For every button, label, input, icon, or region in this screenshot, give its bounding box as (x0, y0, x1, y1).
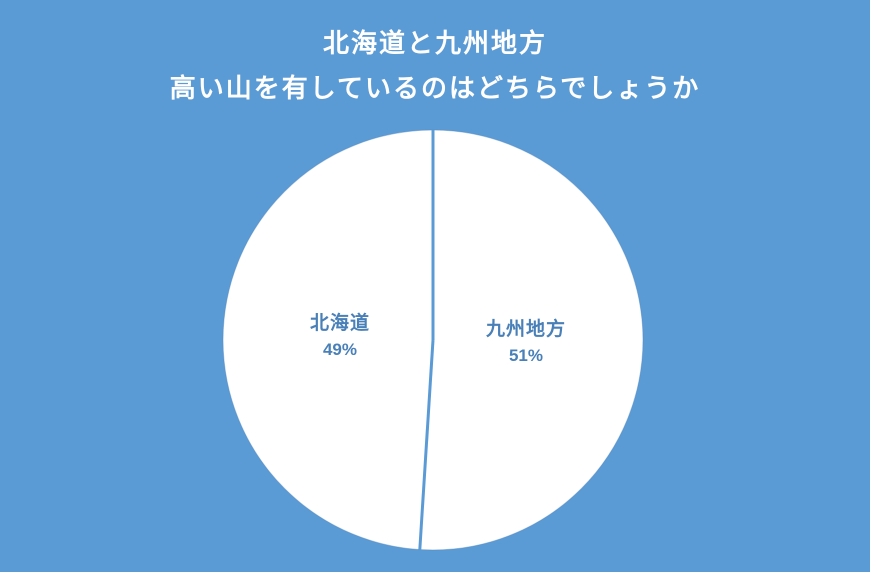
chart-title-line-2: 高い山を有しているのはどちらでしょうか (169, 73, 701, 103)
pie-chart: 北海道 49% 九州地方 51% (222, 129, 644, 551)
pie-slice-divider (418, 339, 435, 550)
chart-title-line-1: 北海道と九州地方 (322, 28, 547, 58)
chart-title: 北海道と九州地方 高い山を有しているのはどちらでしょうか (0, 21, 870, 111)
pie-chart-svg (222, 129, 644, 551)
